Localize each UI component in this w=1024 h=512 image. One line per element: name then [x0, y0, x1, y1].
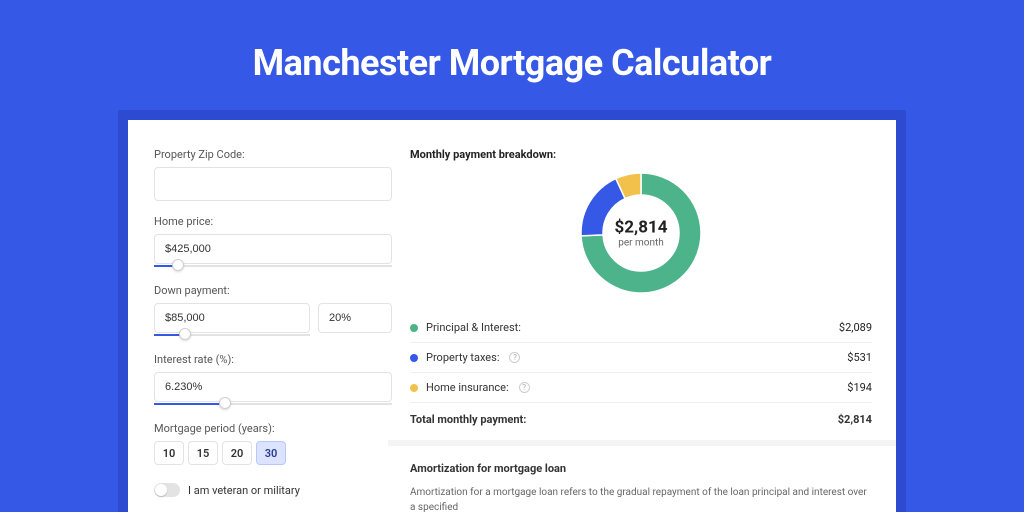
- veteran-toggle[interactable]: [154, 483, 180, 497]
- interest-slider[interactable]: [154, 400, 392, 408]
- donut-sub: per month: [615, 238, 668, 249]
- period-btn-10[interactable]: 10: [154, 441, 184, 465]
- results-column: Monthly payment breakdown: $2,814 per mo…: [388, 120, 896, 512]
- legend-value: $531: [847, 351, 872, 364]
- form-column: Property Zip Code: Home price: Down paym…: [128, 120, 388, 512]
- period-label: Mortgage period (years):: [154, 422, 388, 435]
- period-btn-15[interactable]: 15: [188, 441, 218, 465]
- period-field: Mortgage period (years): 10152030: [154, 422, 388, 465]
- slider-thumb[interactable]: [172, 259, 184, 271]
- interest-label: Interest rate (%):: [154, 353, 388, 366]
- total-value: $2,814: [838, 413, 872, 426]
- total-row: Total monthly payment: $2,814: [410, 402, 872, 440]
- down-payment-input[interactable]: [154, 303, 310, 333]
- info-icon[interactable]: ?: [509, 352, 520, 363]
- legend-dot: [410, 384, 418, 392]
- legend-row: Property taxes:? $531: [410, 342, 872, 372]
- interest-field: Interest rate (%):: [154, 353, 388, 408]
- amortization-text: Amortization for a mortgage loan refers …: [410, 485, 872, 512]
- breakdown-title: Monthly payment breakdown:: [410, 148, 872, 161]
- zip-field: Property Zip Code:: [154, 148, 388, 201]
- total-label: Total monthly payment:: [410, 413, 526, 426]
- slider-thumb[interactable]: [179, 328, 191, 340]
- home-price-input[interactable]: [154, 234, 392, 264]
- period-row: 10152030: [154, 441, 388, 465]
- veteran-label: I am veteran or military: [188, 484, 300, 497]
- legend-row: Principal & Interest: $2,089: [410, 313, 872, 342]
- zip-input[interactable]: [154, 167, 392, 201]
- legend-label: Home insurance:: [426, 381, 509, 394]
- info-icon[interactable]: ?: [519, 382, 530, 393]
- amortization-section: Amortization for mortgage loan Amortizat…: [388, 440, 896, 512]
- legend-label: Property taxes:: [426, 351, 499, 364]
- amortization-title: Amortization for mortgage loan: [410, 462, 872, 475]
- home-price-label: Home price:: [154, 215, 388, 228]
- slider-thumb[interactable]: [219, 397, 231, 409]
- donut-value: $2,814: [615, 218, 668, 238]
- donut-chart: $2,814 per month: [410, 173, 872, 293]
- down-payment-field: Down payment:: [154, 284, 388, 339]
- legend-value: $194: [847, 381, 872, 394]
- home-price-slider[interactable]: [154, 262, 392, 270]
- legend-label: Principal & Interest:: [426, 321, 521, 334]
- zip-label: Property Zip Code:: [154, 148, 388, 161]
- down-payment-pct-input[interactable]: [318, 303, 392, 333]
- legend-dot: [410, 324, 418, 332]
- legend-dot: [410, 354, 418, 362]
- calculator-card: Property Zip Code: Home price: Down paym…: [128, 120, 896, 512]
- interest-input[interactable]: [154, 372, 392, 402]
- down-payment-slider[interactable]: [154, 331, 310, 339]
- legend-row: Home insurance:? $194: [410, 372, 872, 402]
- card-outer: Property Zip Code: Home price: Down paym…: [118, 110, 906, 512]
- period-btn-20[interactable]: 20: [222, 441, 252, 465]
- down-payment-label: Down payment:: [154, 284, 388, 297]
- page-title: Manchester Mortgage Calculator: [0, 0, 1024, 110]
- home-price-field: Home price:: [154, 215, 388, 270]
- legend-value: $2,089: [839, 321, 872, 334]
- donut-center: $2,814 per month: [615, 218, 668, 249]
- period-btn-30[interactable]: 30: [256, 441, 286, 465]
- legend: Principal & Interest: $2,089 Property taxe…: [410, 313, 872, 402]
- veteran-row: I am veteran or military: [154, 483, 388, 497]
